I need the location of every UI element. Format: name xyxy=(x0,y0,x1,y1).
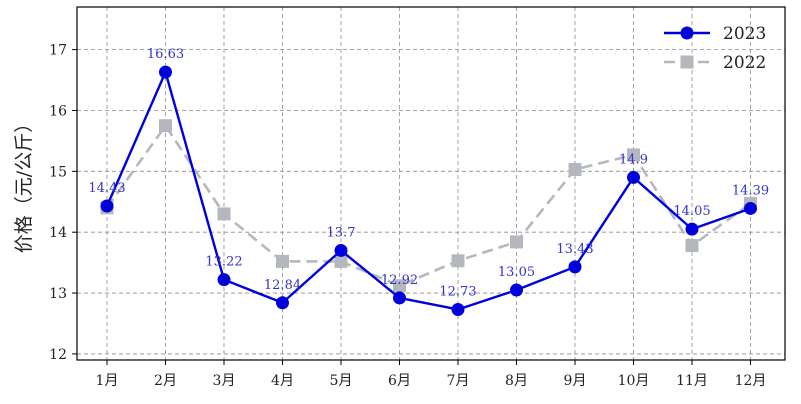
data-label: 16.63 xyxy=(147,47,184,62)
y-tick-label: 15 xyxy=(49,164,67,180)
data-label: 13.05 xyxy=(498,265,535,280)
data-point-2023 xyxy=(276,296,289,310)
data-point-2023 xyxy=(627,170,640,184)
data-point-2022 xyxy=(393,279,406,293)
y-tick-label: 14 xyxy=(49,225,67,241)
data-point-2022 xyxy=(568,163,582,177)
series-2023 xyxy=(100,65,757,316)
plot-frame xyxy=(76,6,786,361)
data-label: 13.7 xyxy=(327,225,356,240)
x-tick-label: 9月 xyxy=(564,373,587,389)
series-line-2023 xyxy=(105,70,751,311)
x-tick-label: 2月 xyxy=(154,373,177,389)
x-tick-label: 4月 xyxy=(271,373,294,389)
data-point-2023 xyxy=(100,199,114,213)
data-label: 14.39 xyxy=(732,183,769,198)
x-tick-label: 10月 xyxy=(618,373,650,389)
legend-label: 2022 xyxy=(723,53,766,73)
data-label: 13.22 xyxy=(205,255,242,270)
data-point-2023 xyxy=(568,260,582,274)
x-tick-label: 6月 xyxy=(388,373,411,389)
legend-entry-2022: 2022 xyxy=(664,53,766,73)
x-tick-label: 11月 xyxy=(676,373,708,389)
data-label: 12.73 xyxy=(439,284,476,299)
x-tick-label: 12月 xyxy=(735,373,767,389)
legend: 2023 2022 xyxy=(664,24,766,73)
y-tick-label: 12 xyxy=(49,347,67,363)
data-point-2022 xyxy=(217,207,231,221)
data-point-2023 xyxy=(334,243,348,257)
y-tick-label: 17 xyxy=(49,43,67,59)
series-line-2022 xyxy=(105,124,752,288)
data-point-2022 xyxy=(451,254,465,268)
y-tick-label: 13 xyxy=(49,286,67,302)
series-group xyxy=(100,65,757,316)
legend-entry-2023: 2023 xyxy=(664,24,766,44)
data-point-2022 xyxy=(159,119,172,133)
legend-marker-2023 xyxy=(680,26,694,40)
data-point-2023 xyxy=(510,283,523,297)
data-point-2023 xyxy=(451,302,465,316)
data-labels: 14.43 16.63 13.22 12.84 13.7 12.92 12.73 13.05 1… xyxy=(88,47,769,299)
data-point-2023 xyxy=(744,201,757,215)
data-label: 12.84 xyxy=(264,278,301,293)
x-tick-label: 3月 xyxy=(213,373,236,389)
data-label: 14.05 xyxy=(673,204,710,219)
x-tick-label: 5月 xyxy=(330,373,353,389)
y-axis-ticks: 12 13 14 15 16 17 xyxy=(49,43,77,363)
data-point-2022 xyxy=(685,239,699,253)
y-tick-label: 16 xyxy=(49,103,67,119)
y-axis-label: 价格（元/公斤） xyxy=(13,114,35,253)
data-point-2023 xyxy=(217,273,231,287)
x-axis-ticks: 1月 2月 3月 4月 5月 6月 7月 8月 9月 10月 11月 12月 xyxy=(96,360,767,389)
data-point-2023 xyxy=(159,65,172,79)
data-label: 13.43 xyxy=(556,242,593,257)
data-label: 14.9 xyxy=(619,152,648,167)
x-tick-label: 7月 xyxy=(447,373,470,389)
data-point-2022 xyxy=(276,254,289,268)
x-tick-label: 8月 xyxy=(505,373,528,389)
data-point-2022 xyxy=(334,254,348,268)
data-point-2022 xyxy=(627,148,640,162)
series-2022 xyxy=(100,119,757,293)
data-point-2023 xyxy=(685,222,699,236)
data-point-2023 xyxy=(393,291,406,305)
data-label: 12.92 xyxy=(381,273,418,288)
x-tick-label: 1月 xyxy=(96,373,119,389)
legend-label: 2023 xyxy=(723,24,766,44)
data-label: 14.43 xyxy=(88,181,125,196)
legend-marker-2022 xyxy=(680,55,694,69)
data-point-2022 xyxy=(510,235,523,249)
